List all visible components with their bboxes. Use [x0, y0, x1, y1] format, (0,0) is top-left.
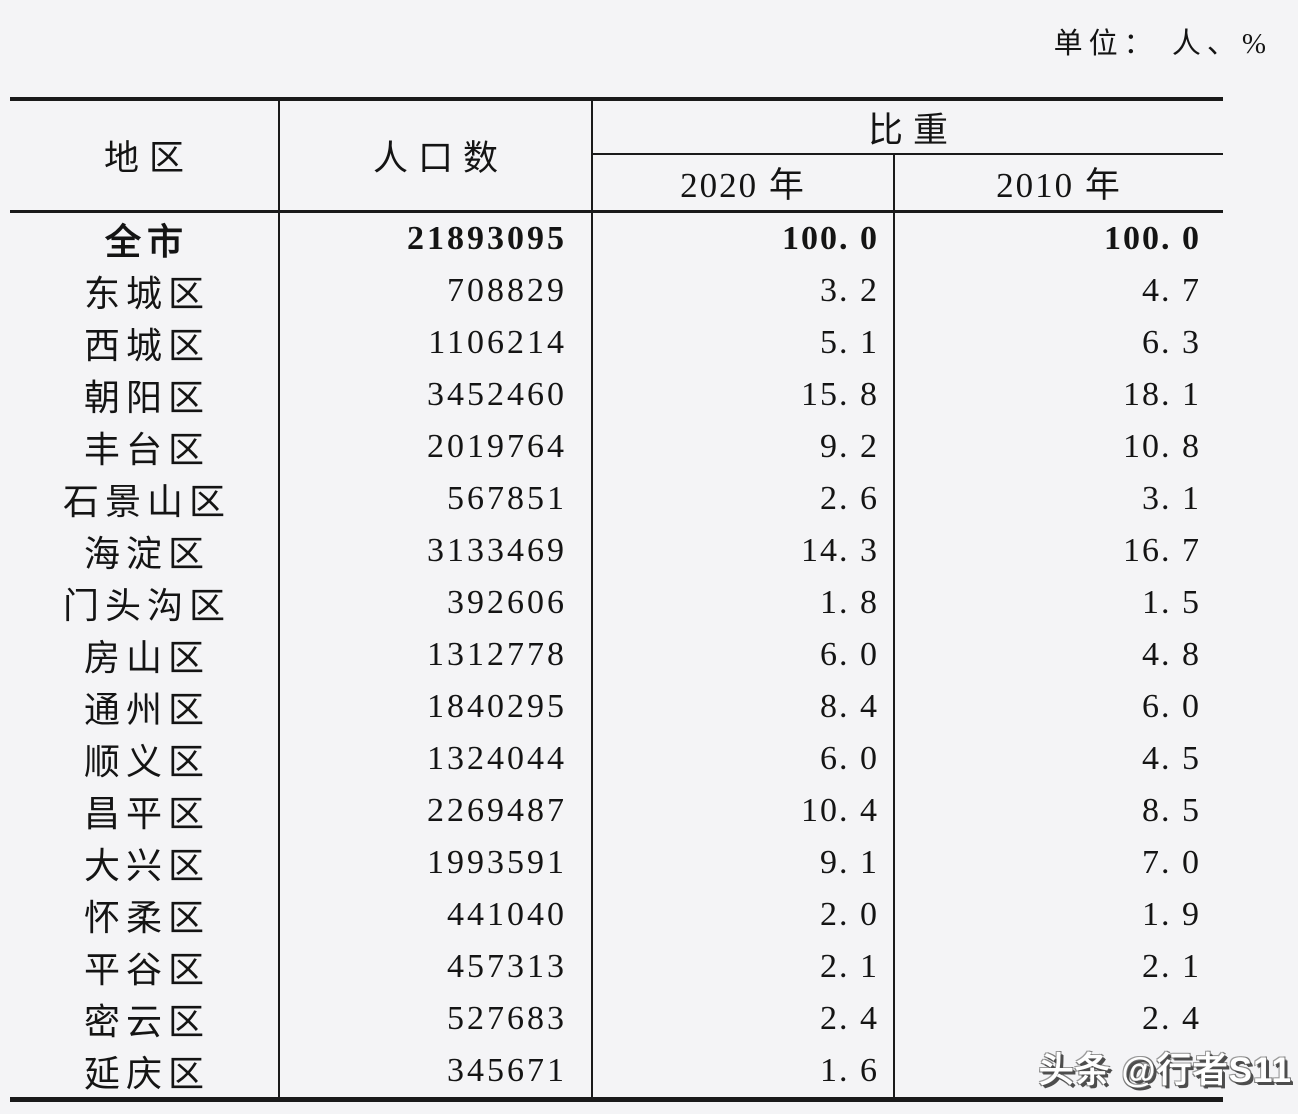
- cell-share-2010: 18. 1: [1123, 376, 1201, 413]
- col-header-year-2010: 2010 年: [996, 166, 1122, 205]
- cell-population: 392606: [280, 577, 593, 629]
- cell-region: 怀柔区: [10, 889, 280, 941]
- cell-region: 朝阳区: [10, 369, 280, 421]
- table-body: 全市 21893095 100. 0 100. 0 东城区 708829 3. …: [10, 213, 1223, 1102]
- cell-share-2020: 5. 1: [593, 317, 895, 369]
- cell-population: 567851: [280, 473, 593, 525]
- cell-region: 延庆区: [10, 1045, 280, 1097]
- cell-share-2010: 4. 5: [1142, 740, 1201, 777]
- cell-share-2010: 6. 0: [1142, 688, 1201, 725]
- table-row: 延庆区 345671 1. 6: [10, 1045, 1223, 1097]
- cell-region: 通州区: [10, 681, 280, 733]
- table-row: 全市 21893095 100. 0 100. 0: [10, 213, 1223, 265]
- cell-region: 丰台区: [10, 421, 280, 473]
- cell-share-2010: 16. 7: [1123, 532, 1201, 569]
- table-header: 地区 人口数 比重 2020 年 2010 年: [10, 97, 1223, 213]
- cell-population: 21893095: [280, 213, 593, 265]
- cell-region: 门头沟区: [10, 577, 280, 629]
- col-header-year-2020: 2020 年: [593, 155, 895, 210]
- cell-share-2020: 1. 8: [593, 577, 895, 629]
- cell-share-2020: 15. 8: [593, 369, 895, 421]
- cell-share-2010: 4. 8: [1142, 636, 1201, 673]
- cell-share-2010: 2. 1: [1142, 948, 1201, 985]
- cell-share-2020: 3. 2: [593, 265, 895, 317]
- cell-population: 3452460: [280, 369, 593, 421]
- cell-region: 东城区: [10, 265, 280, 317]
- cell-share-2010: 100. 0: [1104, 220, 1201, 257]
- cell-region: 房山区: [10, 629, 280, 681]
- unit-note: 单位： 人、%: [1053, 28, 1272, 60]
- cell-population: 1993591: [280, 837, 593, 889]
- col-header-region: 地区: [10, 101, 280, 210]
- cell-share-2010: 6. 3: [1142, 324, 1201, 361]
- table-row: 通州区 1840295 8. 4 6. 0: [10, 681, 1223, 733]
- cell-population: 1324044: [280, 733, 593, 785]
- cell-population: 441040: [280, 889, 593, 941]
- cell-region: 大兴区: [10, 837, 280, 889]
- cell-share-2020: 2. 4: [593, 993, 895, 1045]
- cell-share-2020: 2. 0: [593, 889, 895, 941]
- cell-population: 2019764: [280, 421, 593, 473]
- table-row: 朝阳区 3452460 15. 8 18. 1: [10, 369, 1223, 421]
- cell-population: 2269487: [280, 785, 593, 837]
- cell-share-2020: 14. 3: [593, 525, 895, 577]
- table-row: 昌平区 2269487 10. 4 8. 5: [10, 785, 1223, 837]
- cell-population: 1840295: [280, 681, 593, 733]
- cell-region: 顺义区: [10, 733, 280, 785]
- cell-share-2010: 7. 0: [1142, 844, 1201, 881]
- watermark: 头条 @行者S11: [1038, 1051, 1292, 1090]
- cell-region: 石景山区: [10, 473, 280, 525]
- table-row: 平谷区 457313 2. 1 2. 1: [10, 941, 1223, 993]
- cell-region: 密云区: [10, 993, 280, 1045]
- cell-share-2020: 8. 4: [593, 681, 895, 733]
- cell-share-2010: 1. 5: [1142, 584, 1201, 621]
- table-row: 丰台区 2019764 9. 2 10. 8: [10, 421, 1223, 473]
- cell-share-2010: 1. 9: [1142, 896, 1201, 933]
- cell-region: 西城区: [10, 317, 280, 369]
- col-header-proportion: 比重: [593, 101, 1223, 155]
- cell-share-2020: 9. 1: [593, 837, 895, 889]
- cell-share-2020: 10. 4: [593, 785, 895, 837]
- table-row: 门头沟区 392606 1. 8 1. 5: [10, 577, 1223, 629]
- table-row: 石景山区 567851 2. 6 3. 1: [10, 473, 1223, 525]
- table-row: 西城区 1106214 5. 1 6. 3: [10, 317, 1223, 369]
- table-row: 密云区 527683 2. 4 2. 4: [10, 993, 1223, 1045]
- cell-region: 昌平区: [10, 785, 280, 837]
- cell-population: 527683: [280, 993, 593, 1045]
- cell-share-2020: 2. 6: [593, 473, 895, 525]
- cell-population: 3133469: [280, 525, 593, 577]
- population-census-table: 地区 人口数 比重 2020 年 2010 年 全市 21893095 100.…: [10, 97, 1223, 1102]
- cell-population: 1106214: [280, 317, 593, 369]
- cell-share-2010: 8. 5: [1142, 792, 1201, 829]
- cell-share-2010: 4. 7: [1142, 272, 1201, 309]
- cell-population: 1312778: [280, 629, 593, 681]
- cell-share-2010: 3. 1: [1142, 480, 1201, 517]
- table-row: 海淀区 3133469 14. 3 16. 7: [10, 525, 1223, 577]
- cell-region: 全市: [10, 213, 280, 265]
- cell-share-2020: 100. 0: [593, 213, 895, 265]
- cell-share-2020: 6. 0: [593, 629, 895, 681]
- cell-region: 平谷区: [10, 941, 280, 993]
- cell-share-2020: 9. 2: [593, 421, 895, 473]
- cell-population: 708829: [280, 265, 593, 317]
- cell-region: 海淀区: [10, 525, 280, 577]
- table-row: 大兴区 1993591 9. 1 7. 0: [10, 837, 1223, 889]
- cell-share-2020: 2. 1: [593, 941, 895, 993]
- cell-share-2020: 1. 6: [593, 1045, 895, 1097]
- table-row: 怀柔区 441040 2. 0 1. 9: [10, 889, 1223, 941]
- cell-share-2010: 2. 4: [1142, 1000, 1201, 1037]
- table-row: 房山区 1312778 6. 0 4. 8: [10, 629, 1223, 681]
- table-row: 东城区 708829 3. 2 4. 7: [10, 265, 1223, 317]
- cell-population: 457313: [280, 941, 593, 993]
- table-row: 顺义区 1324044 6. 0 4. 5: [10, 733, 1223, 785]
- cell-share-2010: 10. 8: [1123, 428, 1201, 465]
- cell-share-2020: 6. 0: [593, 733, 895, 785]
- col-header-population: 人口数: [280, 101, 593, 210]
- cell-population: 345671: [280, 1045, 593, 1097]
